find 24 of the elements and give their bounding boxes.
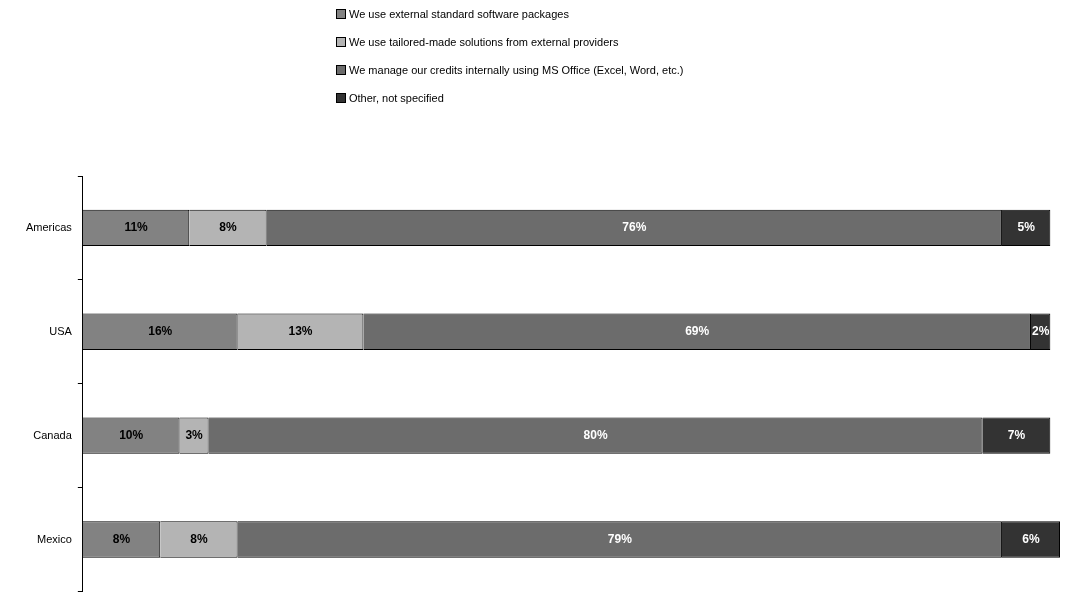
data-label: 69% bbox=[685, 324, 710, 339]
data-label: 8% bbox=[190, 531, 208, 546]
data-label: 3% bbox=[185, 427, 204, 442]
data-label: 13% bbox=[288, 324, 313, 339]
legend-label: We use tailored-made solutions from external providers bbox=[349, 36, 619, 48]
data-label: 2% bbox=[1031, 324, 1050, 339]
data-label: 7% bbox=[1007, 427, 1026, 442]
data-label: 8% bbox=[112, 531, 131, 546]
data-label: 11% bbox=[124, 220, 149, 235]
data-label: 10% bbox=[119, 427, 144, 442]
y-tick-label: Canada bbox=[33, 428, 73, 441]
data-label: 5% bbox=[1017, 220, 1036, 235]
data-label: 8% bbox=[219, 220, 237, 235]
data-label: 80% bbox=[583, 427, 608, 442]
data-label: 79% bbox=[607, 531, 633, 546]
y-tick-label: Americas bbox=[26, 220, 73, 233]
data-label: 16% bbox=[148, 324, 173, 339]
y-tick-label: Mexico bbox=[37, 532, 72, 545]
legend-label: We manage our credits internally using MS Office (Excel, Word, etc.) bbox=[349, 64, 684, 76]
legend-label: Other, not specified bbox=[349, 92, 444, 104]
legend-label: We use external standard software packages bbox=[349, 8, 569, 20]
y-tick-label: USA bbox=[49, 324, 73, 337]
data-label: 76% bbox=[622, 220, 647, 235]
data-label: 6% bbox=[1022, 531, 1040, 546]
